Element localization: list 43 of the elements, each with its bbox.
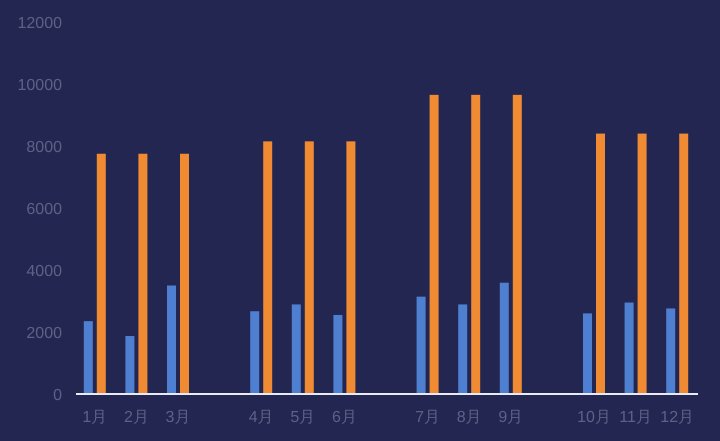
y-tick-label: 12000	[18, 15, 62, 32]
x-tick-label: 6月	[332, 409, 357, 426]
bar	[167, 286, 176, 394]
x-tick-label: 2月	[124, 409, 149, 426]
y-tick-label: 6000	[26, 201, 62, 218]
bar	[263, 141, 272, 394]
x-tick-label: 8月	[456, 409, 482, 426]
y-tick-label: 8000	[26, 139, 62, 156]
bar	[638, 134, 647, 394]
bar	[624, 302, 634, 394]
bar	[84, 321, 93, 394]
bar	[138, 154, 148, 394]
bar	[679, 134, 688, 394]
x-tick-label: 7月	[415, 409, 440, 426]
y-tick-label: 2000	[26, 325, 62, 342]
x-tick-label: 5月	[290, 409, 316, 426]
bar	[471, 94, 480, 394]
bar	[416, 296, 426, 394]
x-tick-label: 10月	[577, 409, 611, 426]
y-tick-label: 10000	[18, 77, 62, 94]
y-tick-label: 0	[53, 387, 62, 404]
bar	[333, 314, 342, 394]
bar	[180, 154, 189, 394]
bar	[250, 311, 260, 394]
bar	[666, 308, 676, 394]
x-tick-label: 4月	[248, 409, 274, 426]
x-tick-label: 12月	[660, 409, 694, 426]
x-tick-label: 1月	[82, 409, 108, 426]
bar	[596, 134, 605, 394]
bar	[430, 94, 439, 394]
bar	[583, 313, 592, 394]
x-tick-label: 3月	[166, 409, 190, 426]
bar	[346, 141, 356, 394]
bar	[512, 94, 522, 394]
x-tick-label: 9月	[498, 409, 524, 426]
x-tick-label: 11月	[619, 409, 652, 426]
y-tick-label: 4000	[26, 263, 62, 280]
bar	[304, 141, 314, 394]
bar	[500, 282, 509, 394]
bar	[458, 304, 468, 394]
bar	[96, 154, 106, 394]
bar	[125, 336, 134, 394]
bar	[292, 304, 301, 394]
